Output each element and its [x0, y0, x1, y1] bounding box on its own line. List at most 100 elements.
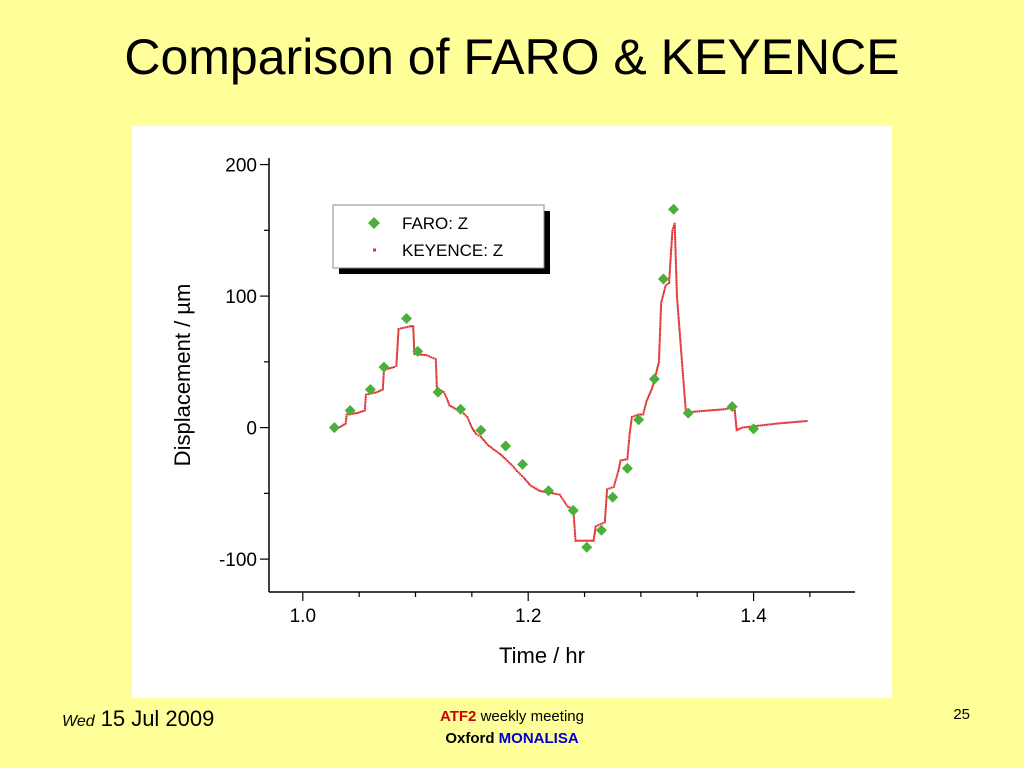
keyence-point [759, 424, 762, 427]
keyence-point [654, 373, 657, 376]
keyence-point [630, 422, 633, 425]
faro-point [517, 458, 529, 470]
keyence-point [488, 445, 491, 448]
keyence-point [522, 476, 525, 479]
keyence-point [668, 270, 671, 273]
keyence-point [449, 405, 452, 408]
faro-point [378, 361, 390, 373]
keyence-point [658, 336, 661, 339]
keyence-point [670, 251, 673, 254]
keyence-point [413, 352, 416, 355]
keyence-point [469, 424, 472, 427]
keyence-point [671, 229, 674, 232]
keyence-point [381, 386, 384, 389]
keyence-point [605, 492, 608, 495]
keyence-point [770, 423, 773, 426]
keyence-point [803, 420, 806, 423]
keyence-point [713, 409, 716, 412]
keyence-point [675, 286, 678, 289]
keyence-point [673, 231, 676, 234]
keyence-point [345, 418, 348, 421]
keyence-point [645, 400, 648, 403]
keyence-point [618, 463, 621, 466]
keyence-point [674, 251, 677, 254]
keyence-point [423, 354, 426, 357]
keyence-point [410, 325, 413, 328]
keyence-point [785, 421, 788, 424]
keyence-point [558, 493, 561, 496]
keyence-point [533, 486, 536, 489]
keyence-point [412, 340, 415, 343]
legend-keyence-label: KEYENCE: Z [402, 241, 503, 260]
keyence-point [599, 523, 602, 526]
keyence-point [612, 485, 615, 488]
keyence-point [589, 539, 592, 542]
keyence-point [421, 353, 424, 356]
keyence-point [629, 428, 632, 431]
keyence-point [562, 499, 565, 502]
keyence-point [357, 411, 360, 414]
keyence-point [734, 418, 737, 421]
keyence-point [594, 529, 597, 532]
faro-point [668, 203, 680, 215]
keyence-point [435, 378, 438, 381]
keyence-point [677, 317, 680, 320]
keyence-point [715, 408, 718, 411]
keyence-point [627, 449, 630, 452]
keyence-point [500, 454, 503, 457]
keyence-point [528, 482, 531, 485]
keyence-point [670, 246, 673, 249]
keyence-point [678, 330, 681, 333]
legend-faro-label: FARO: Z [402, 214, 468, 233]
keyence-point [683, 394, 686, 397]
keyence-point [574, 537, 577, 540]
keyence-point [675, 268, 678, 271]
keyence-point [468, 420, 471, 423]
keyence-point [413, 344, 416, 347]
keyence-point [474, 431, 477, 434]
keyence-point [675, 266, 678, 269]
keyence-point [643, 406, 646, 409]
keyence-point [629, 426, 632, 429]
keyence-point [491, 447, 494, 450]
keyence-point [363, 409, 366, 412]
keyence-point [434, 358, 437, 361]
keyence-point [681, 367, 684, 370]
keyence-point [371, 392, 374, 395]
keyence-point [395, 360, 398, 363]
keyence-point [735, 424, 738, 427]
keyence-point [659, 317, 662, 320]
keyence-point [363, 407, 366, 410]
keyence-point [661, 297, 664, 300]
keyence-point [668, 279, 671, 282]
keyence-point [680, 352, 683, 355]
slide-title: Comparison of FARO & KEYENCE [124, 29, 900, 85]
keyence-point [647, 394, 650, 397]
footer-weekday: Wed [62, 713, 95, 730]
keyence-point [669, 260, 672, 263]
keyence-point [675, 281, 678, 284]
keyence-point [657, 358, 660, 361]
keyence-point [396, 353, 399, 356]
keyence-point [593, 533, 596, 536]
keyence-point [659, 332, 662, 335]
keyence-point [675, 273, 678, 276]
keyence-point [464, 414, 467, 417]
keyence-point [658, 349, 661, 352]
keyence-point [628, 439, 631, 442]
keyence-point [677, 310, 680, 313]
keyence-point [674, 244, 677, 247]
keyence-point [674, 253, 677, 256]
keyence-point [601, 522, 604, 525]
keyence-point [726, 407, 729, 410]
keyence-point [419, 353, 422, 356]
keyence-point [657, 360, 660, 363]
keyence-point [659, 314, 662, 317]
keyence-point [610, 486, 613, 489]
keyence-point [676, 308, 679, 311]
keyence-point [678, 325, 681, 328]
keyence-point [668, 275, 671, 278]
keyence-point [413, 346, 416, 349]
faro-point [633, 414, 645, 426]
keyence-point [675, 292, 678, 295]
